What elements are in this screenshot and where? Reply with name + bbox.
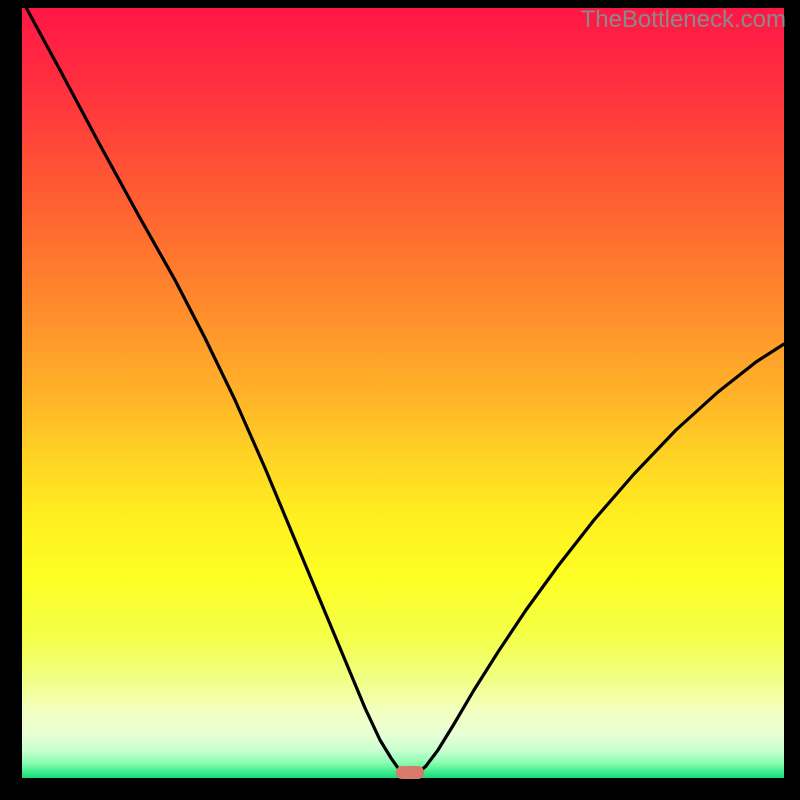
watermark-text: TheBottleneck.com [581, 6, 786, 34]
bottleneck-curve [0, 0, 800, 800]
optimum-marker [396, 766, 424, 779]
chart-frame: TheBottleneck.com [0, 0, 800, 800]
